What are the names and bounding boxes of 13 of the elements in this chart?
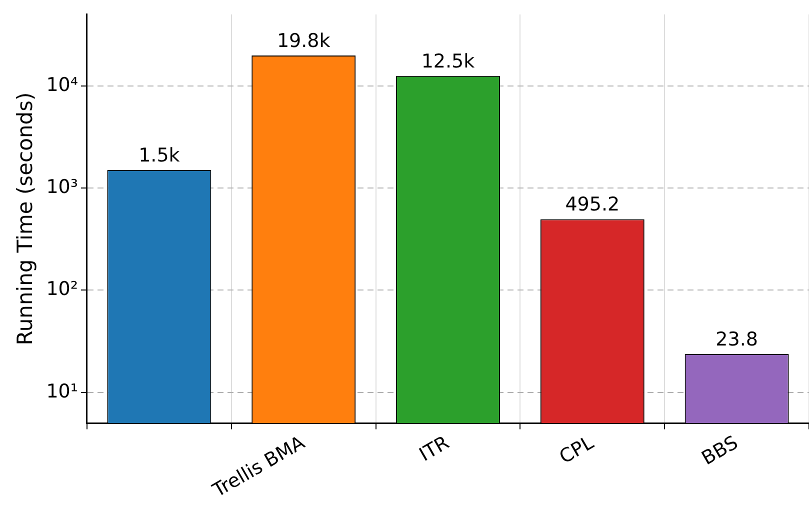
y-tick-label: 10³: [46, 176, 78, 198]
y-axis-title: Running Time (seconds): [13, 92, 38, 346]
x-tick-label: BBS: [698, 432, 742, 470]
x-tick-label: ITR: [416, 432, 453, 466]
data-label: 1.5k: [138, 144, 180, 166]
data-label: 19.8k: [276, 30, 330, 52]
data-label: 495.2: [565, 194, 620, 216]
y-tick-label: 10¹: [46, 380, 78, 402]
x-tick-label: CPL: [556, 431, 598, 468]
y-tick-label: 10⁴: [46, 74, 78, 96]
y-tick-label: 10²: [46, 278, 78, 300]
data-label: 23.8: [716, 328, 758, 350]
data-label: 12.5k: [421, 50, 475, 72]
